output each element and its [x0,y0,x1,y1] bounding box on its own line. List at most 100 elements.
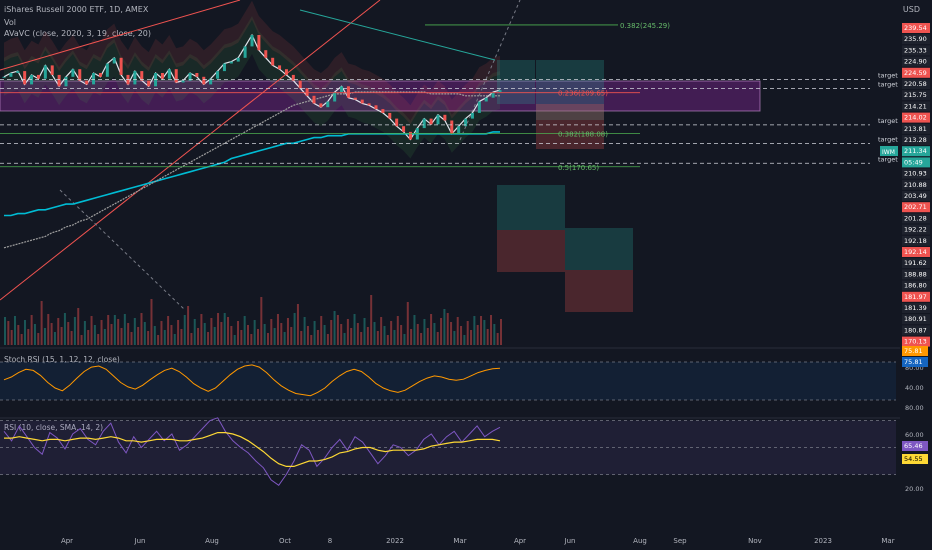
volume-bar [93,325,96,345]
volume-bar [187,306,190,345]
volume-bar [300,331,303,345]
volume-bar [416,324,419,345]
price-candle [291,74,295,81]
trend-line [59,189,186,311]
price-axis-label: 213.28 [904,136,927,144]
volume-bar [270,319,273,345]
volume-bar [210,318,213,345]
price-axis-tag [902,79,930,89]
volume-bar [363,318,366,345]
price-candle [284,69,288,75]
fib-level-label: 0.5(170.65) [558,164,599,172]
volume-bar [306,326,309,345]
price-candle [57,74,61,87]
volume-bar [423,319,426,345]
fib-level-label: 0.382(245.29) [620,22,670,30]
volume-bar [13,316,16,345]
price-candle [85,80,89,85]
price-candle [333,92,337,102]
price-candle [16,71,20,73]
price-candle [360,99,364,104]
price-axis-label: 214.02 [904,114,927,122]
position-box [536,60,604,120]
volume-bar [27,329,30,345]
price-candle [250,35,254,47]
price-axis-label: 211.34 [904,147,927,155]
volume-bar [100,320,103,345]
volume-bar [360,332,363,345]
volume-bar [110,324,113,345]
price-candle [167,69,171,79]
price-axis-label: 202.71 [904,203,927,211]
price-axis-label: 210.93 [904,170,927,178]
volume-bar [97,334,100,345]
target-label: target [878,155,898,163]
volume-bar [217,313,220,345]
price-axis-label: 213.81 [904,125,927,133]
volume-bar [293,313,296,345]
price-candle [367,103,371,106]
volume-bar [340,324,343,345]
volume-bar [113,315,116,345]
price-candle [216,71,220,79]
volume-bar [190,333,193,345]
volume-bar [290,327,293,345]
volume-bar [40,301,43,345]
volume-bar [396,316,399,345]
price-axis-label: 192.18 [904,237,927,245]
price-candle [9,73,13,77]
volume-bar [326,334,329,345]
volume-bar [450,322,453,345]
volume-bar [133,318,136,345]
price-axis-label: 235.33 [904,46,927,54]
trend-line [459,0,521,141]
target-label: target [878,72,898,80]
volume-bar [83,321,86,345]
volume-bar [10,330,13,345]
volume-bar [233,335,236,345]
price-axis-tag [902,336,930,347]
rsi-value-label: 54.55 [904,455,923,463]
volume-bar [147,331,150,345]
price-axis-label: 188.88 [904,270,927,278]
volume-bar [153,326,156,345]
volume-bar [320,316,323,345]
volume-bar [207,332,210,345]
stoch-rsi-label: Stoch RSI (15, 1, 12, 12, close) [4,355,120,364]
price-candle [422,118,426,129]
volume-bar [73,317,76,345]
volume-bar [483,320,486,345]
position-box [497,185,565,230]
volume-bar [250,334,253,345]
volume-bar [443,309,446,345]
price-candle [64,76,68,87]
price-axis-label: 203.49 [904,192,927,200]
price-axis-tag [902,34,930,45]
price-axis-tag [902,123,930,134]
volume-bar [17,325,20,345]
volume-bar [316,330,319,345]
volume-bar [303,317,306,345]
price-candle [436,114,440,125]
volume-bar [383,326,386,345]
volume-bar [37,333,40,345]
price-candle [98,73,102,77]
volume-bar [163,330,166,345]
resistance-zone [0,80,761,112]
stoch-tick-label: 80.00 [905,364,924,372]
volume-bar [157,335,160,345]
volume-bar [77,308,80,345]
chart-title: iShares Russell 2000 ETF, 1D, AMEX [4,5,149,14]
price-candle [43,65,47,79]
rsi-value-label: 65.46 [904,442,923,450]
trend-line [0,0,241,71]
position-box [565,228,633,270]
volume-bar [353,314,356,345]
x-tick-label: Nov [748,537,762,545]
target-label: target [878,117,898,125]
price-axis-tag [902,314,930,325]
position-box [497,230,565,272]
position-box [497,60,535,104]
volume-bar [183,315,186,345]
